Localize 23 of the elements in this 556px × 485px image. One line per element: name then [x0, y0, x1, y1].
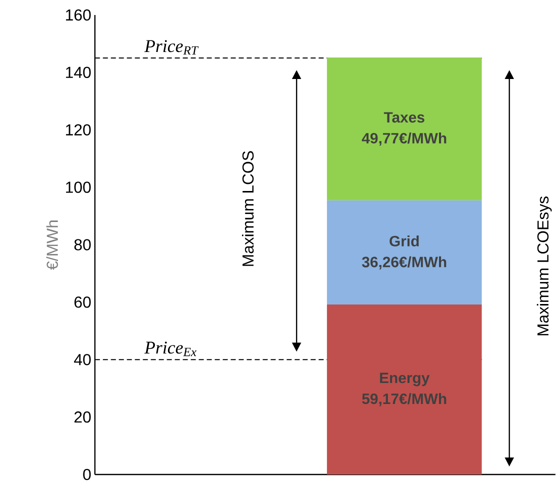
text: Maximum LCOEsys — [536, 196, 552, 336]
series-label: Grid — [390, 235, 419, 246]
bar — [326, 200, 482, 304]
y-tick-label: 60 — [74, 296, 91, 308]
data-label: 59,17€/MWh — [362, 392, 446, 406]
data-label: 49,77€/MWh — [362, 132, 446, 146]
series-label: Taxes — [384, 112, 424, 122]
ref-line-label: Price$_{RT}$ — [144, 40, 199, 54]
bar — [326, 304, 482, 474]
y-tick-label: 140 — [66, 66, 91, 78]
y-tick-label: 40 — [74, 354, 91, 366]
y-tick-label: 100 — [66, 181, 91, 193]
annotation: Maximum LCOS — [242, 150, 254, 266]
y-tick-label: 80 — [74, 238, 91, 250]
y-tick-label: 120 — [66, 124, 91, 136]
y-tick-label: 0 — [83, 468, 91, 480]
y-tick-label: 20 — [74, 411, 91, 422]
y-axis-title: €/MWh — [46, 220, 58, 270]
series-label: Energy — [380, 372, 430, 386]
bar — [326, 57, 482, 200]
data-label: 36,26€/MWh — [362, 256, 446, 270]
ref-line-label: Price$_{Ex}$ — [144, 341, 196, 356]
y-tick-label: 160 — [66, 9, 91, 20]
